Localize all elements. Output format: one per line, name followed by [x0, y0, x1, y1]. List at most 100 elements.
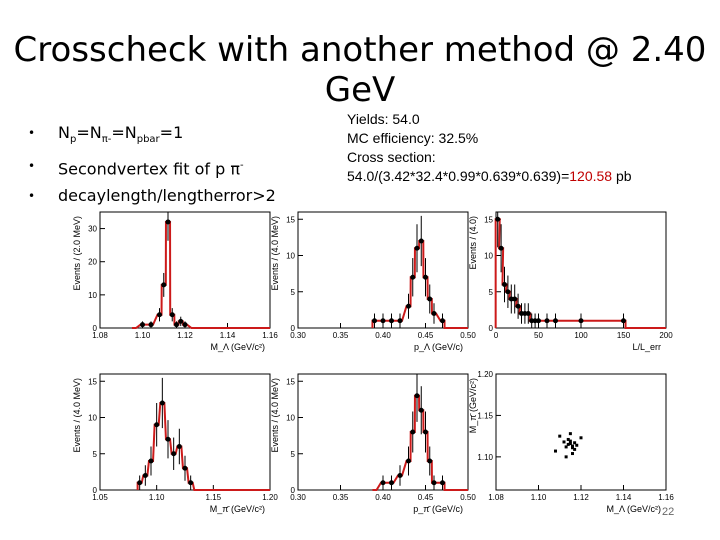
x-tick-label: 1.05 — [92, 493, 108, 502]
x-axis-label: p_π̄ (GeV/c) — [413, 504, 463, 514]
x-tick-label: 0.50 — [460, 331, 476, 340]
bullet-dot: • — [28, 188, 36, 203]
data-point-marker — [525, 311, 531, 316]
mc-efficiency-line: MC efficiency: 32.5% — [347, 130, 479, 146]
x-tick-label: 0.50 — [460, 493, 476, 502]
data-point-marker — [176, 444, 182, 449]
x-tick-label: 1.16 — [658, 493, 674, 502]
x-tick-label: 0 — [494, 331, 499, 340]
scatter-point — [564, 445, 568, 449]
y-axis-label: Events / (4.0 MeV) — [270, 216, 280, 291]
data-point — [182, 321, 188, 328]
data-point — [140, 321, 145, 328]
data-point-marker — [137, 480, 143, 486]
data-point — [498, 224, 504, 273]
data-point — [380, 475, 386, 490]
scatter-point — [568, 439, 572, 443]
bullet-dot: • — [28, 126, 36, 140]
y-axis-label: Events / (4.0 MeV) — [270, 378, 280, 453]
data-point — [423, 258, 428, 297]
y-tick-label: 0 — [489, 324, 494, 333]
data-point-marker — [418, 238, 424, 244]
data-point-marker — [427, 458, 433, 464]
data-point — [505, 275, 511, 308]
data-point — [174, 321, 179, 328]
data-point-marker — [174, 322, 179, 328]
data-point-marker — [169, 312, 175, 318]
fit-curve — [371, 240, 468, 329]
y-tick-label: 15 — [286, 377, 295, 386]
data-point-marker — [578, 318, 584, 324]
x-tick-label: 0.45 — [418, 493, 434, 502]
scatter-point — [568, 432, 572, 436]
x-tick-label: 1.14 — [220, 331, 236, 340]
data-point — [553, 313, 558, 328]
plot-lambda-momentum-svg: 0.30 0.35 0.40 0.45 0.50 0 5 10 15 p_Λ (GeV/c) Eve… — [270, 211, 476, 352]
x-tick-label: 1.12 — [177, 331, 193, 340]
plot-pbar-mass: 1.05 1.10 1.15 1.20 0 5 10 15 M_π̄ (GeV/c²) Event… — [70, 362, 280, 532]
plot-frame — [99, 373, 271, 491]
data-point-marker — [505, 289, 511, 295]
data-point — [414, 224, 420, 273]
data-point-marker — [410, 429, 416, 435]
data-point-marker — [423, 274, 428, 280]
x-tick-label: 1.14 — [616, 493, 632, 502]
x-tick-label: 200 — [659, 331, 673, 340]
scatter-point — [554, 449, 557, 453]
data-point-marker — [515, 303, 521, 309]
data-point-marker — [495, 216, 501, 222]
scatter-point — [562, 440, 566, 444]
data-point-marker — [544, 318, 550, 324]
y-tick-label: 5 — [291, 450, 296, 459]
x-tick-label: 1.10 — [149, 493, 165, 502]
data-point — [515, 293, 521, 319]
x-axis-label: M_π̄ (GeV/c²) — [210, 504, 265, 514]
data-point-marker — [406, 303, 411, 309]
data-point — [502, 266, 507, 303]
slide-title-line2: GeV — [324, 70, 396, 110]
data-point-marker — [380, 480, 386, 486]
data-point-marker — [380, 318, 386, 324]
x-tick-label: 1.08 — [488, 493, 504, 502]
data-point — [165, 212, 171, 241]
x-tick-label: 0.35 — [333, 493, 349, 502]
data-point-marker — [498, 245, 504, 251]
data-point-marker — [431, 480, 437, 486]
scatter-point — [558, 434, 562, 438]
plot-mass-scatter: 1.08 1.10 1.12 1.14 1.16 1.10 1.15 1.20 M_Λ (GeV… — [466, 362, 676, 532]
x-tick-label: 1.15 — [206, 493, 222, 502]
y-tick-label: 20 — [88, 258, 97, 267]
data-point-marker — [418, 407, 424, 413]
y-axis-label: Events / (2.0 MeV) — [72, 216, 82, 291]
fit-curve — [131, 220, 270, 329]
plot-lambda-momentum: 0.30 0.35 0.40 0.45 0.50 0 5 10 15 p_Λ (GeV/c) Eve… — [268, 200, 478, 370]
plot-pbar-momentum-svg: 0.30 0.35 0.40 0.45 0.50 0 5 10 15 p_π̄ (GeV/c) Ev… — [270, 373, 476, 514]
plot-frame — [297, 373, 469, 491]
data-point — [512, 284, 518, 314]
data-point — [440, 313, 445, 328]
data-point-marker — [414, 245, 420, 251]
data-point-marker — [161, 282, 167, 288]
data-point-marker — [165, 219, 171, 225]
plot-frame — [297, 211, 469, 329]
data-point — [188, 475, 194, 490]
y-tick-label: 10 — [286, 414, 295, 423]
x-tick-label: 1.08 — [92, 331, 108, 340]
data-point — [389, 313, 394, 328]
plot-lambda-mass-svg: 1.08 1.10 1.12 1.14 1.16 0 10 20 30 M_Λ (GeV/c²) E… — [72, 211, 278, 352]
x-axis-label: L/L_err — [632, 342, 661, 352]
y-tick-label: 15 — [484, 215, 493, 224]
data-point-marker — [502, 282, 507, 287]
data-point — [431, 303, 437, 324]
fit-curve — [136, 402, 270, 491]
y-axis-label: M_π̄ (GeV/c²) — [468, 378, 478, 433]
plot-frame — [495, 373, 667, 491]
x-tick-label: 0.40 — [375, 331, 391, 340]
data-point-marker — [427, 296, 433, 302]
data-point-marker — [536, 318, 541, 324]
scatter-point — [571, 444, 574, 448]
data-point — [169, 308, 175, 322]
data-point-marker — [621, 318, 626, 324]
y-tick-label: 10 — [286, 252, 295, 261]
plot-decay-length-svg: 0 50 100 150 200 0 5 10 15 L/L_err Events / (4.0) — [468, 211, 673, 352]
